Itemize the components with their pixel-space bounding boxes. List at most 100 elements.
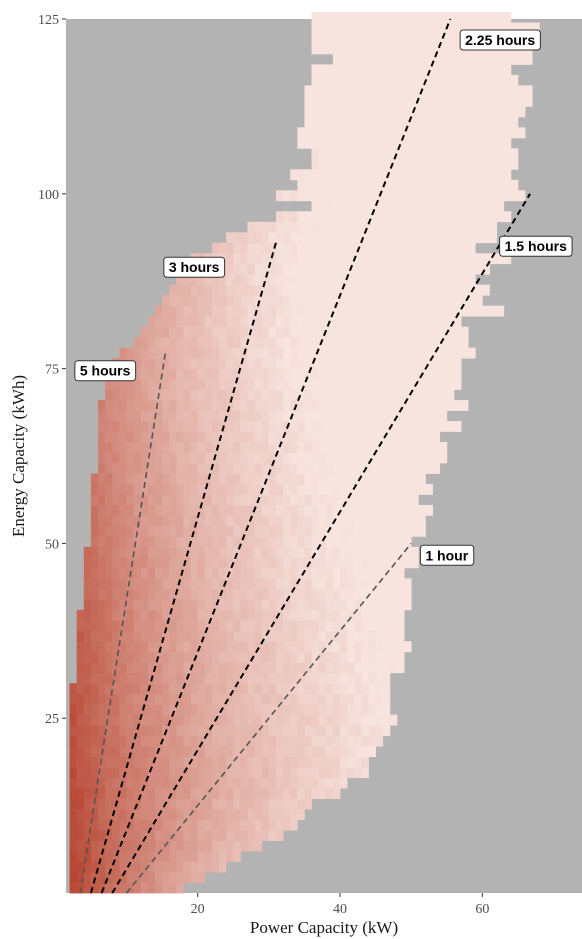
heatmap-cell bbox=[375, 211, 384, 223]
heatmap-cell bbox=[389, 389, 398, 401]
heatmap-cell bbox=[233, 442, 241, 453]
heatmap-cell bbox=[304, 515, 312, 527]
heatmap-cell bbox=[162, 620, 170, 632]
heatmap-cell bbox=[211, 683, 220, 695]
heatmap-cell bbox=[446, 232, 455, 244]
heatmap-cell bbox=[311, 137, 320, 149]
heatmap-cell bbox=[489, 179, 497, 191]
heatmap-cell bbox=[468, 85, 476, 97]
heatmap-cell bbox=[396, 22, 405, 34]
heatmap-cell bbox=[418, 305, 426, 317]
heatmap-cell bbox=[332, 651, 341, 663]
heatmap-cell bbox=[283, 442, 291, 453]
heatmap-cell bbox=[461, 137, 469, 149]
heatmap-cell bbox=[105, 725, 113, 737]
heatmap-cell bbox=[154, 683, 163, 695]
heatmap-cell bbox=[332, 672, 341, 684]
heatmap-cell bbox=[418, 337, 426, 349]
heatmap-cell bbox=[354, 515, 362, 527]
heatmap-cell bbox=[496, 148, 505, 160]
heatmap-cell bbox=[482, 22, 490, 34]
heatmap-cell bbox=[233, 630, 241, 642]
heatmap-cell bbox=[361, 127, 369, 139]
heatmap-cell bbox=[105, 746, 113, 758]
heatmap-cell bbox=[283, 232, 291, 244]
heatmap-cell bbox=[332, 525, 341, 537]
heatmap-cell bbox=[126, 421, 135, 432]
heatmap-cell bbox=[268, 473, 277, 485]
heatmap-cell bbox=[190, 567, 199, 579]
heatmap-cell bbox=[325, 169, 334, 181]
heatmap-cell bbox=[368, 32, 376, 44]
heatmap-cell bbox=[261, 232, 270, 244]
heatmap-cell bbox=[211, 809, 220, 820]
heatmap-cell bbox=[90, 515, 99, 527]
heatmap-cell bbox=[119, 725, 127, 737]
heatmap-cell bbox=[325, 253, 334, 265]
heatmap-cell bbox=[268, 693, 277, 705]
heatmap-cell bbox=[162, 536, 170, 548]
heatmap-cell bbox=[510, 116, 519, 128]
heatmap-cell bbox=[389, 347, 398, 359]
heatmap-cell bbox=[375, 179, 384, 191]
heatmap-cell bbox=[261, 295, 270, 307]
heatmap-cell bbox=[197, 536, 206, 548]
heatmap-cell bbox=[404, 421, 412, 432]
heatmap-cell bbox=[396, 410, 405, 422]
heatmap-cell bbox=[283, 211, 291, 223]
heatmap-cell bbox=[389, 662, 398, 674]
heatmap-cell bbox=[211, 840, 220, 852]
heatmap-cell bbox=[112, 567, 120, 579]
heatmap-cell bbox=[297, 295, 305, 307]
heatmap-cell bbox=[290, 777, 298, 789]
heatmap-cell bbox=[112, 861, 120, 873]
heatmap-cell bbox=[283, 788, 291, 800]
heatmap-cell bbox=[190, 274, 199, 286]
heatmap-cell bbox=[105, 567, 113, 579]
heatmap-cell bbox=[169, 809, 177, 820]
heatmap-cell bbox=[233, 295, 241, 307]
heatmap-cell bbox=[219, 840, 227, 852]
heatmap-cell bbox=[233, 683, 241, 695]
heatmap-cell bbox=[347, 106, 355, 118]
heatmap-cell bbox=[219, 651, 227, 663]
heatmap-cell bbox=[404, 483, 412, 495]
heatmap-cell bbox=[112, 400, 120, 411]
heatmap-cell bbox=[311, 106, 320, 118]
heatmap-cell bbox=[190, 767, 199, 779]
heatmap-cell bbox=[204, 515, 213, 527]
heatmap-cell bbox=[382, 106, 391, 118]
heatmap-cell bbox=[453, 22, 462, 34]
heatmap-cell bbox=[425, 12, 433, 23]
heatmap-cell bbox=[461, 337, 469, 349]
heatmap-cell bbox=[446, 253, 455, 265]
heatmap-cell bbox=[162, 788, 170, 800]
heatmap-cell bbox=[204, 746, 213, 758]
heatmap-cell bbox=[190, 704, 199, 716]
heatmap-cell bbox=[147, 316, 156, 328]
heatmap-cell bbox=[311, 714, 320, 726]
heatmap-cell bbox=[275, 211, 284, 223]
heatmap-cell bbox=[368, 358, 376, 369]
heatmap-cell bbox=[453, 368, 462, 380]
y-tick-label: 50 bbox=[45, 537, 59, 552]
heatmap-cell bbox=[290, 609, 298, 621]
heatmap-cell bbox=[140, 746, 149, 758]
heatmap-cell bbox=[211, 588, 220, 600]
heatmap-cell bbox=[347, 116, 355, 128]
heatmap-cell bbox=[105, 683, 113, 695]
heatmap-cell bbox=[446, 389, 455, 401]
heatmap-cell bbox=[226, 557, 234, 569]
heatmap-cell bbox=[204, 798, 213, 810]
heatmap-cell bbox=[261, 725, 270, 737]
heatmap-cell bbox=[432, 32, 441, 44]
heatmap-cell bbox=[325, 788, 334, 800]
heatmap-cell bbox=[219, 515, 227, 527]
heatmap-cell bbox=[368, 410, 376, 422]
heatmap-cell bbox=[162, 704, 170, 716]
heatmap-cell bbox=[98, 567, 106, 579]
heatmap-cell bbox=[112, 578, 120, 590]
heatmap-cell bbox=[361, 630, 369, 642]
heatmap-cell bbox=[318, 756, 327, 768]
heatmap-cell bbox=[311, 578, 320, 590]
